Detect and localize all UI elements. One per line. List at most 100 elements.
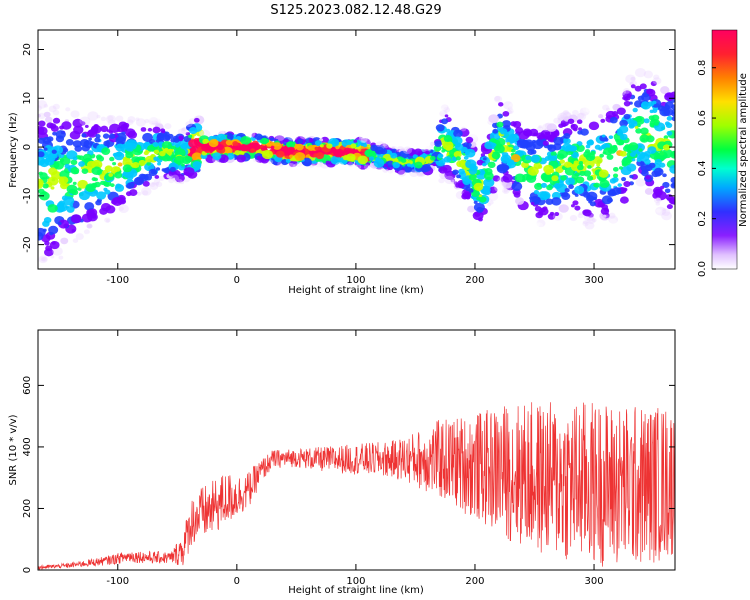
heatmap-cell (564, 215, 575, 224)
heatmap-cell (611, 64, 621, 73)
heatmap-cell (387, 169, 394, 174)
heatmap-cell (295, 143, 304, 151)
heatmap-cell (164, 123, 172, 130)
heatmap-cell (70, 166, 80, 175)
heatmap-cell (566, 162, 573, 168)
heatmap-cell (47, 266, 55, 269)
heatmap-cell (57, 221, 62, 226)
heatmap-cell (557, 236, 567, 244)
heatmap-cell (635, 222, 640, 227)
heatmap-cell (564, 188, 570, 193)
heatmap-cell (501, 120, 511, 128)
heatmap-cell (137, 105, 145, 113)
heatmap-cell (294, 152, 306, 161)
heatmap-cell (161, 168, 166, 172)
heatmap-cell (370, 144, 378, 152)
heatmap-cell (160, 118, 166, 124)
heatmap-cell (639, 161, 645, 166)
y-tick-label: 10 (22, 92, 33, 105)
heatmap-cell (201, 160, 207, 165)
heatmap-cell (265, 129, 276, 138)
heatmap-cell (38, 77, 43, 83)
heatmap-cell (100, 116, 107, 122)
heatmap-cell (48, 47, 54, 52)
heatmap-cell (50, 186, 55, 190)
heatmap-cell (61, 77, 67, 82)
heatmap-cell (43, 103, 49, 108)
heatmap-cell (671, 182, 675, 188)
heatmap-cell (587, 165, 592, 169)
heatmap-cell (78, 102, 84, 107)
heatmap-cell (117, 196, 126, 204)
heatmap-cell (584, 221, 595, 230)
heatmap-cell (70, 214, 82, 224)
heatmap-cell (532, 220, 541, 228)
heatmap-cell (130, 95, 136, 101)
heatmap-cell (547, 213, 556, 220)
heatmap-cell (591, 92, 599, 99)
heatmap-cell (635, 32, 642, 39)
heatmap-cell (611, 110, 619, 117)
heatmap-cell (156, 199, 164, 205)
heatmap-cell (597, 229, 605, 237)
heatmap-cell (512, 120, 522, 129)
spectrogram-x-label: Height of straight line (km) (288, 285, 424, 296)
heatmap-cell (260, 147, 266, 151)
heatmap-cell (524, 226, 530, 231)
heatmap-cell (95, 134, 101, 139)
heatmap-cell (580, 128, 589, 136)
heatmap-cell (41, 93, 51, 101)
heatmap-cell (64, 36, 71, 42)
heatmap-cell (590, 250, 601, 258)
heatmap-cell (156, 100, 168, 110)
heatmap-cell (476, 159, 484, 166)
heatmap-cell (551, 197, 562, 206)
heatmap-cell (637, 32, 647, 40)
heatmap-cell (182, 127, 187, 132)
heatmap-cell (518, 228, 527, 235)
heatmap-cell (38, 180, 44, 189)
heatmap-cell (164, 189, 171, 194)
heatmap-cell (536, 126, 543, 132)
heatmap-cell (140, 186, 152, 196)
heatmap-cell (562, 137, 571, 145)
heatmap-cell (441, 118, 449, 125)
heatmap-cell (358, 135, 368, 143)
heatmap-cell (382, 142, 388, 147)
heatmap-cell (285, 158, 291, 163)
heatmap-cell (542, 206, 548, 211)
heatmap-cell (170, 138, 176, 143)
heatmap-cell (110, 220, 122, 230)
heatmap-cell (550, 151, 557, 157)
heatmap-cell (446, 144, 454, 151)
heatmap-cell (529, 253, 539, 262)
heatmap-cell (543, 164, 554, 174)
heatmap-cell (413, 174, 418, 178)
heatmap-cell (560, 89, 564, 93)
heatmap-cell (48, 63, 57, 71)
heatmap-cell (325, 160, 331, 165)
heatmap-cell (366, 134, 372, 138)
heatmap-cell (183, 167, 195, 177)
heatmap-cell (542, 140, 549, 146)
heatmap-cell (586, 139, 595, 146)
heatmap-cell (50, 42, 57, 48)
heatmap-cell (468, 128, 476, 135)
heatmap-cell (668, 70, 675, 77)
heatmap-cell (58, 176, 64, 181)
heatmap-cell (155, 182, 160, 186)
heatmap-cell (466, 223, 476, 231)
heatmap-cell (472, 211, 484, 221)
heatmap-cell (93, 190, 99, 194)
heatmap-cell (138, 159, 146, 166)
heatmap-cell (368, 156, 375, 161)
heatmap-cell (270, 145, 275, 149)
heatmap-cell (579, 226, 583, 230)
heatmap-cell (66, 94, 78, 104)
heatmap-cell (516, 139, 528, 149)
heatmap-cell (669, 164, 675, 174)
heatmap-cell (613, 226, 621, 233)
heatmap-cell (63, 102, 68, 107)
heatmap-cell (612, 144, 618, 149)
heatmap-cell (364, 149, 373, 157)
